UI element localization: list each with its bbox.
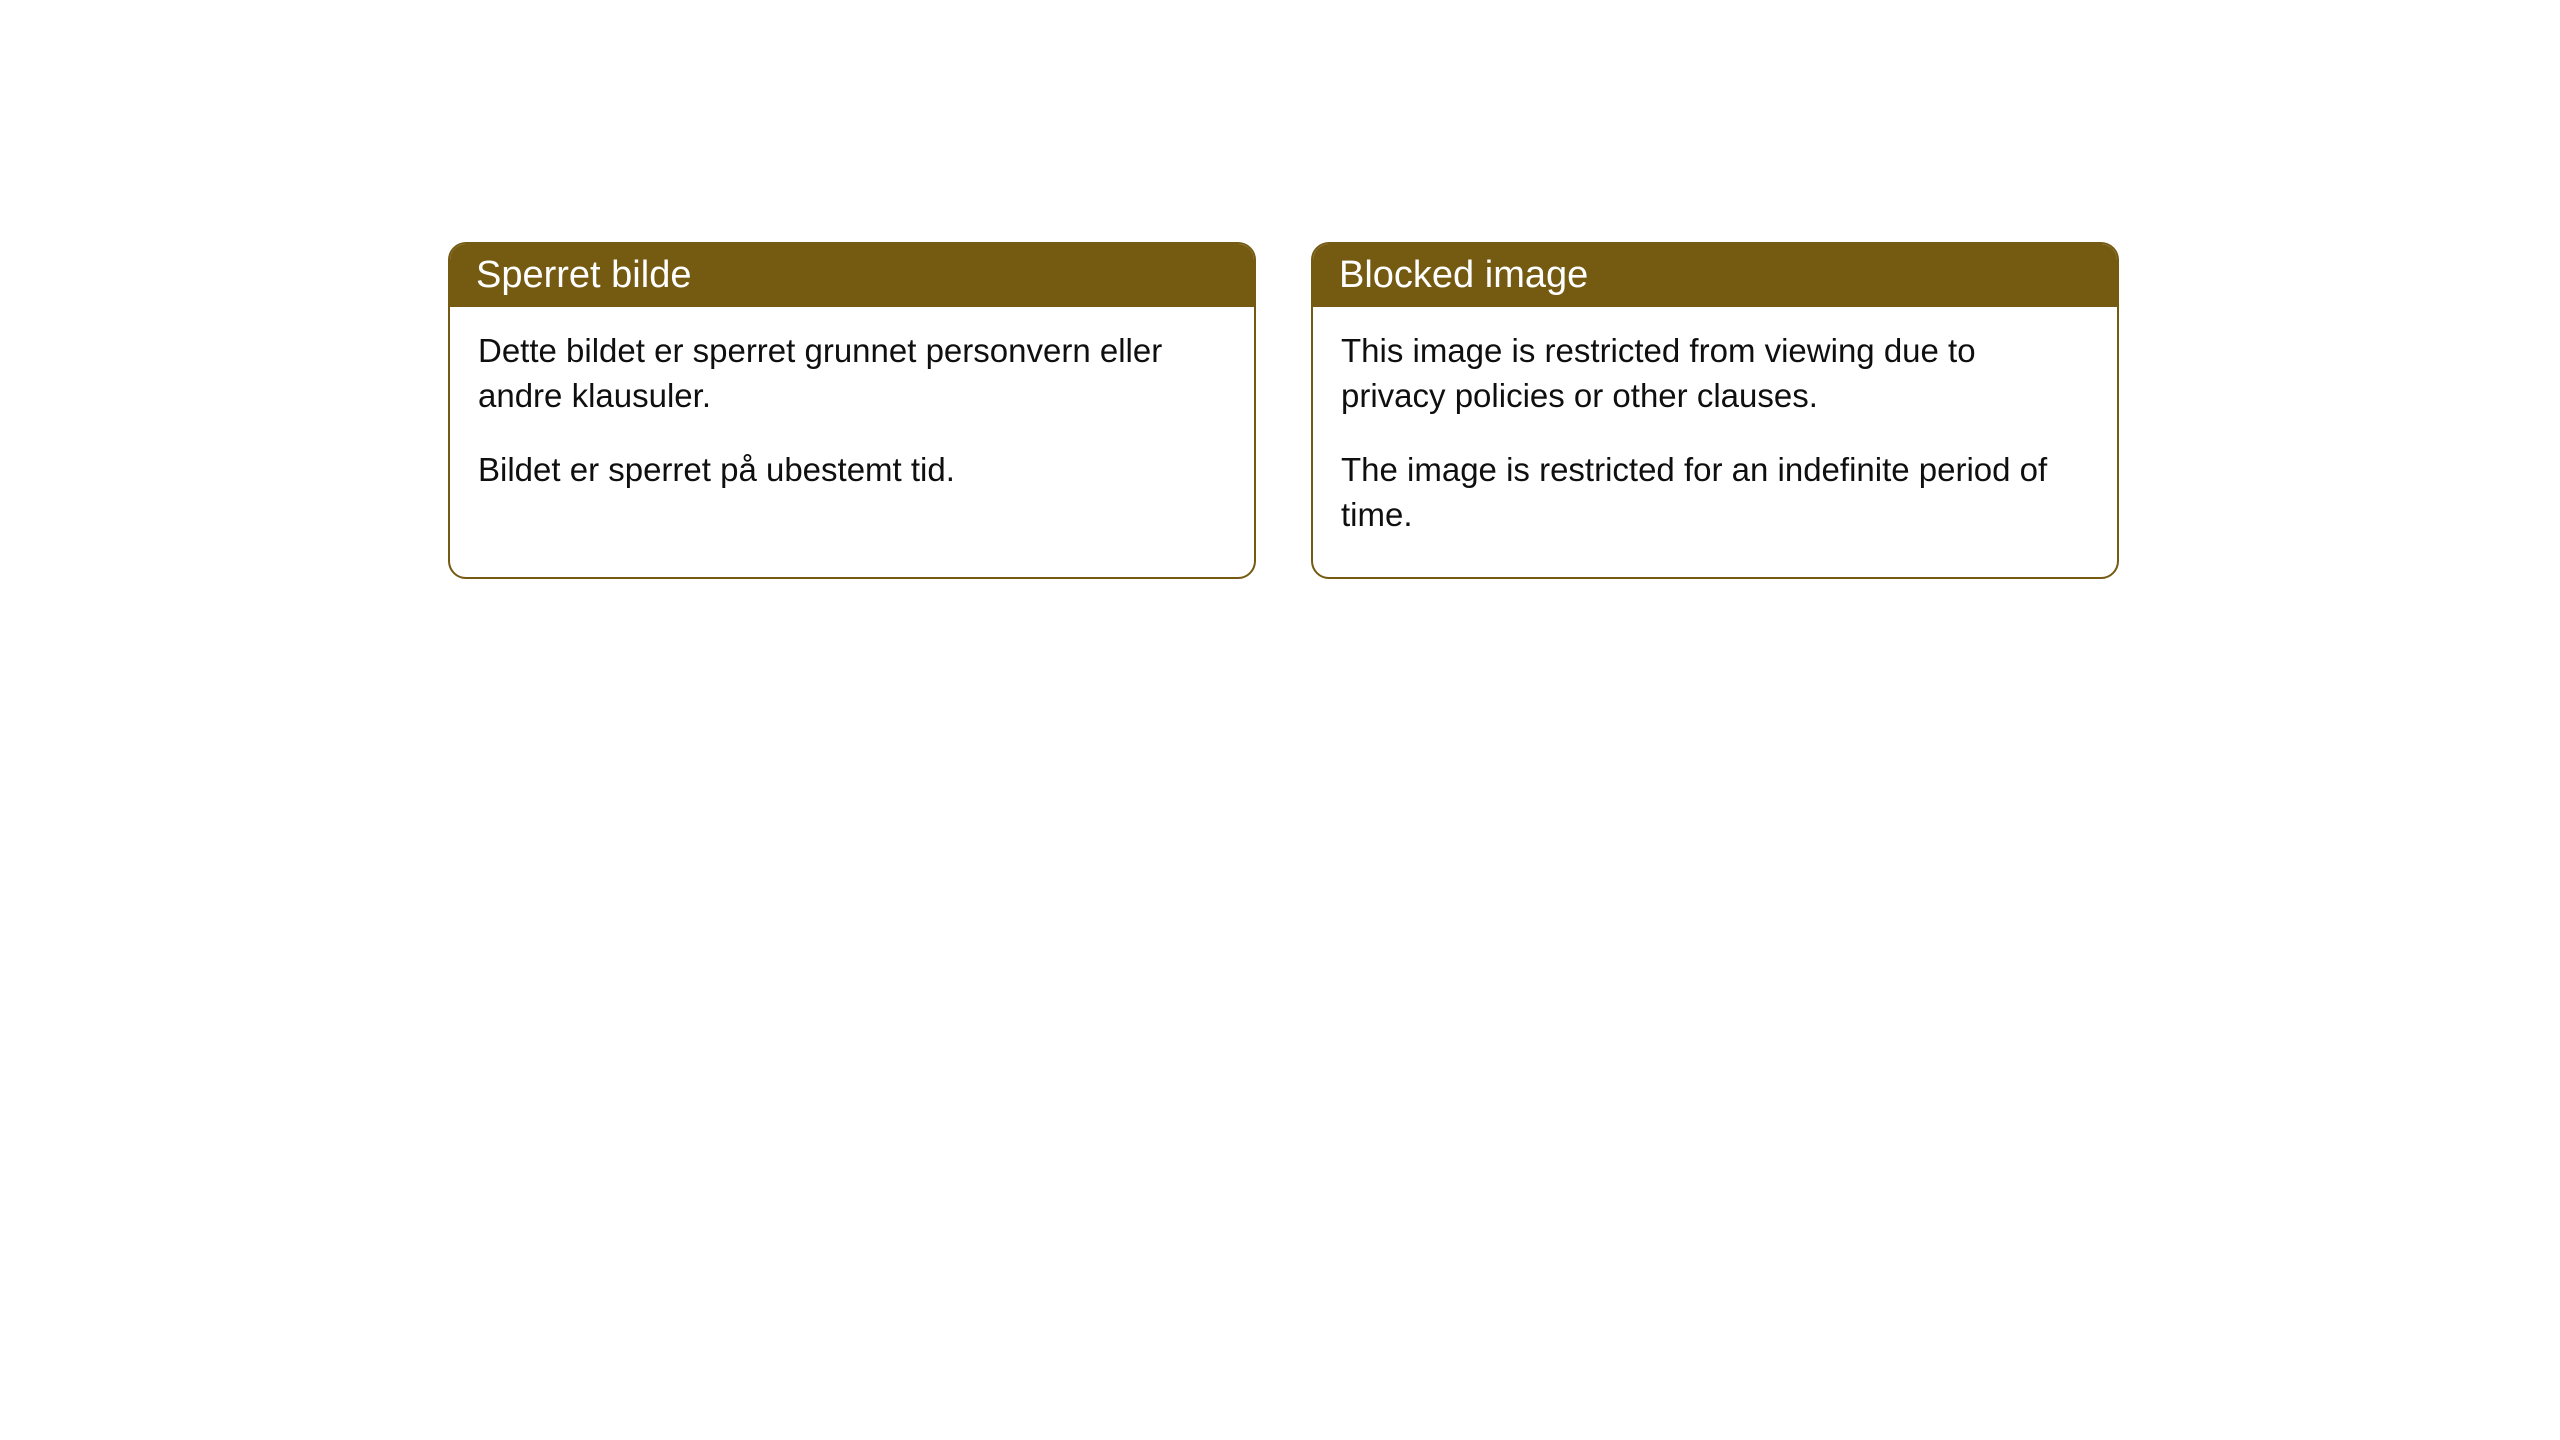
card-header: Blocked image [1313,244,2117,307]
card-paragraph: This image is restricted from viewing du… [1341,329,2089,418]
card-body: Dette bildet er sperret grunnet personve… [450,307,1254,533]
card-paragraph: The image is restricted for an indefinit… [1341,448,2089,537]
card-paragraph: Dette bildet er sperret grunnet personve… [478,329,1226,418]
blocked-image-card-norwegian: Sperret bilde Dette bildet er sperret gr… [448,242,1256,579]
card-body: This image is restricted from viewing du… [1313,307,2117,577]
notice-container: Sperret bilde Dette bildet er sperret gr… [0,0,2560,579]
card-title: Sperret bilde [476,254,691,296]
card-header: Sperret bilde [450,244,1254,307]
card-title: Blocked image [1339,254,1588,296]
card-paragraph: Bildet er sperret på ubestemt tid. [478,448,1226,493]
blocked-image-card-english: Blocked image This image is restricted f… [1311,242,2119,579]
